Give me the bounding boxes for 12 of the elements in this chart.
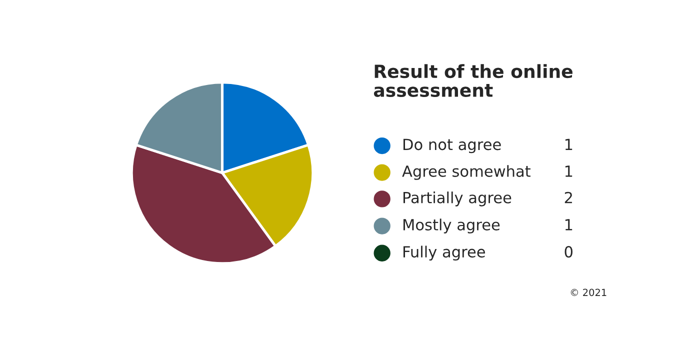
legend-label: Fully agree: [403, 246, 485, 261]
legend-label: Agree somewhat: [402, 165, 530, 180]
legend-label: Do not agree: [403, 138, 501, 154]
data-label: 2: [564, 192, 572, 204]
legend-label: Partially agree: [403, 192, 512, 206]
text: 0: [564, 246, 572, 258]
chart-title: Result of the online assessment: [374, 64, 572, 97]
text: © 2021: [570, 288, 606, 296]
data-label: 1: [565, 166, 572, 177]
data-label: 1: [565, 219, 572, 230]
data-label: 1: [565, 138, 572, 150]
legend-label: Mostly agree: [403, 218, 500, 234]
